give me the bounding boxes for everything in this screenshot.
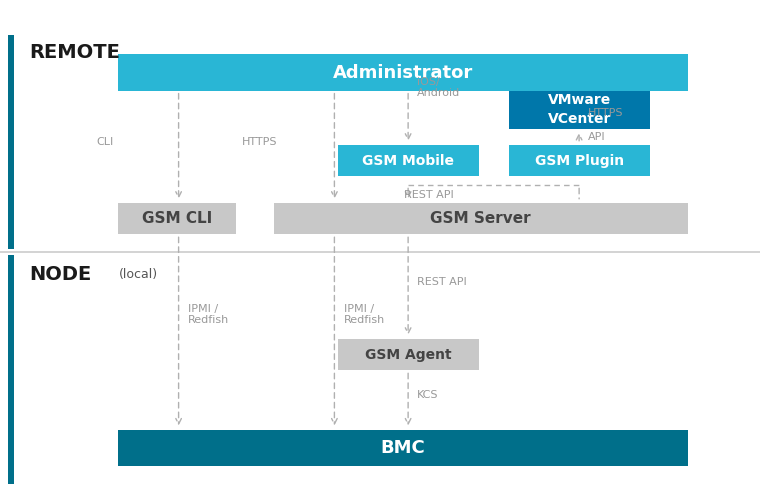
Text: VMware
VCenter: VMware VCenter: [548, 93, 611, 126]
Text: (local): (local): [119, 268, 157, 281]
Text: IPMI /
Redfish: IPMI / Redfish: [188, 304, 229, 325]
Text: REMOTE: REMOTE: [29, 43, 120, 62]
Bar: [118, 54, 688, 91]
Text: GSM Agent: GSM Agent: [366, 348, 451, 362]
Bar: [118, 203, 236, 234]
Text: REST API: REST API: [417, 277, 467, 287]
Bar: [8, 255, 14, 484]
Text: REST API: REST API: [404, 190, 454, 200]
Text: IPMI /
Redfish: IPMI / Redfish: [344, 304, 385, 325]
Text: GSM CLI: GSM CLI: [141, 211, 212, 226]
Text: iOS/
Android: iOS/ Android: [417, 77, 461, 98]
Text: GSM Plugin: GSM Plugin: [535, 154, 624, 168]
Text: BMC: BMC: [381, 439, 425, 457]
Bar: [338, 339, 479, 370]
Text: NODE: NODE: [29, 265, 91, 284]
Text: API: API: [588, 132, 606, 142]
Bar: [118, 430, 688, 466]
Text: HTTPS: HTTPS: [588, 108, 624, 118]
Bar: [509, 145, 650, 176]
Text: GSM Mobile: GSM Mobile: [363, 154, 454, 168]
Text: GSM Server: GSM Server: [430, 211, 531, 226]
Text: Administrator: Administrator: [333, 64, 473, 82]
Text: HTTPS: HTTPS: [242, 137, 277, 147]
Bar: [274, 203, 688, 234]
Text: KCS: KCS: [417, 390, 439, 400]
Bar: [509, 91, 650, 129]
Bar: [8, 35, 14, 249]
Text: CLI: CLI: [97, 137, 114, 147]
Bar: [338, 145, 479, 176]
